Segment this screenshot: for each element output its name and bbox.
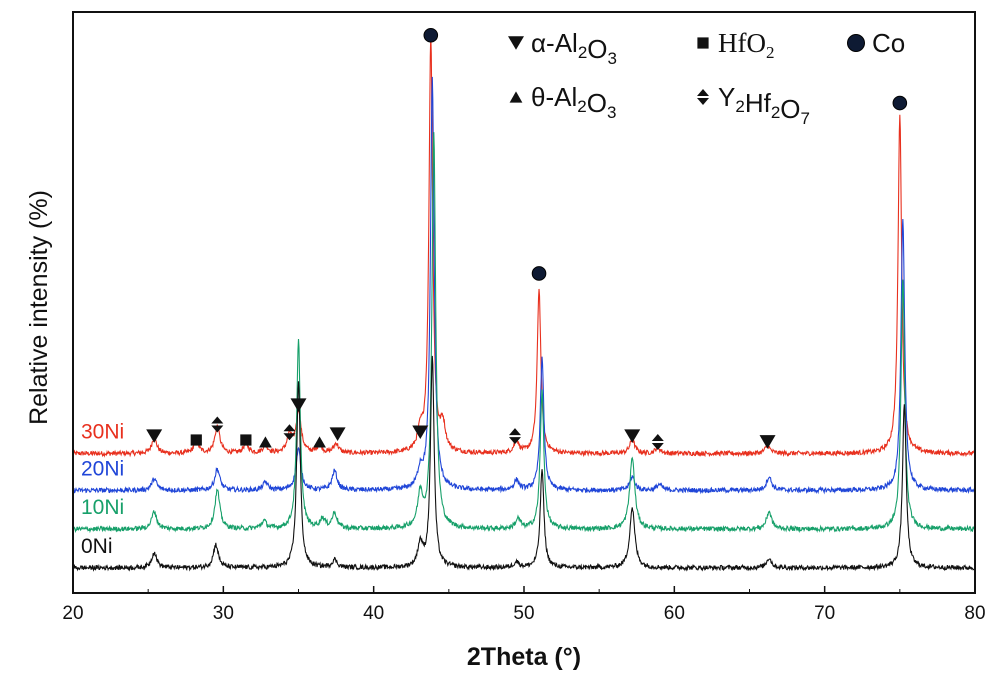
plot-frame <box>72 11 976 594</box>
series-line-30ni <box>72 34 976 458</box>
legend-entry-1: HfO2 <box>718 28 775 62</box>
x-tick-label-30: 30 <box>213 603 234 624</box>
x-tick-label-20: 20 <box>62 603 83 624</box>
up-triangle-marker <box>259 436 272 448</box>
series-line-20ni <box>72 76 976 495</box>
x-tick-label-70: 70 <box>814 603 835 624</box>
down-triangle-marker <box>624 429 641 443</box>
double-arrow-marker <box>211 416 224 433</box>
series-label-0ni: 0Ni <box>81 535 113 558</box>
legend-entry-3: θ-Al2O3 <box>531 82 616 122</box>
double-arrow-marker <box>283 424 296 441</box>
legend-entry-4: Y2Hf2O7 <box>718 82 810 128</box>
double-arrow-marker <box>697 89 709 105</box>
x-tick-label-60: 60 <box>664 603 685 624</box>
series-labels: 30Ni 20Ni 10Ni 0Ni <box>81 421 124 558</box>
circle-marker <box>847 34 865 52</box>
up-triangle-marker <box>313 436 326 448</box>
x-axis: 20 30 40 50 60 70 80 <box>62 586 986 624</box>
phase-markers <box>146 27 908 450</box>
circle-marker <box>531 266 547 281</box>
x-tick-label-80: 80 <box>964 603 985 624</box>
series-line-0ni <box>72 355 976 572</box>
legend: α-Al2O3 HfO2 Co θ-Al2O3 Y2Hf2O7 <box>508 28 905 128</box>
double-arrow-marker <box>508 428 521 445</box>
down-triangle-marker <box>146 429 163 443</box>
series-line-10ni <box>72 132 976 534</box>
double-arrow-marker <box>651 433 664 450</box>
square-marker <box>697 37 709 49</box>
series-lines <box>72 34 976 572</box>
x-tick-label-50: 50 <box>513 603 534 624</box>
up-triangle-marker <box>509 91 523 103</box>
series-label-10ni: 10Ni <box>81 496 124 519</box>
down-triangle-marker <box>329 427 346 441</box>
circle-marker <box>892 95 908 111</box>
legend-entry-0: α-Al2O3 <box>531 28 617 68</box>
square-marker <box>240 434 252 446</box>
y-axis-title: Relative intensity (%) <box>25 190 53 425</box>
down-triangle-marker <box>508 36 524 50</box>
circle-marker <box>423 27 439 43</box>
series-label-30ni: 30Ni <box>81 421 124 444</box>
down-triangle-marker <box>290 398 307 412</box>
down-triangle-marker <box>412 425 429 440</box>
series-label-20ni: 20Ni <box>81 457 124 480</box>
down-triangle-marker <box>759 435 776 449</box>
x-tick-label-40: 40 <box>363 603 384 624</box>
legend-entry-2: Co <box>872 28 905 58</box>
x-axis-title: 2Theta (°) <box>467 643 581 671</box>
square-marker <box>190 434 202 446</box>
